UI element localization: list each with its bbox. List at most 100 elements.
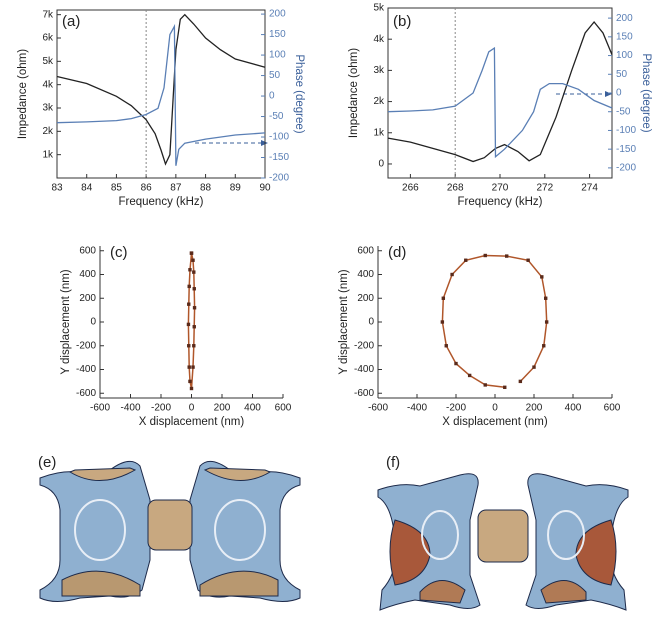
- y2-tick-label: 200: [269, 9, 286, 20]
- y-tick-label: 600: [79, 245, 96, 256]
- x-axis-label: Frequency (kHz): [119, 196, 204, 208]
- panel-label: (f): [386, 454, 400, 471]
- series-line: [57, 26, 265, 165]
- arrow-head: [605, 91, 612, 97]
- marker: [505, 254, 508, 257]
- panel-label: (d): [388, 244, 406, 261]
- y2-axis-label: Phase (degree): [293, 54, 305, 133]
- marker: [484, 383, 487, 386]
- x-tick-label: 268: [447, 183, 464, 194]
- marker: [192, 344, 195, 347]
- y-tick-label: -600: [354, 388, 374, 399]
- marker: [542, 344, 545, 347]
- panel-label: (c): [110, 244, 128, 261]
- marker: [187, 344, 190, 347]
- x-tick-label: 89: [230, 183, 242, 194]
- panel-label: (b): [393, 13, 411, 30]
- y2-tick-label: -100: [616, 125, 636, 136]
- x-axis-label: Frequency (kHz): [458, 196, 543, 208]
- marker: [445, 344, 448, 347]
- x-tick-label: -400: [407, 403, 427, 414]
- x-tick-label: 90: [259, 183, 271, 194]
- x-tick-label: 400: [244, 403, 261, 414]
- marker: [190, 251, 193, 254]
- y-tick-label: 400: [79, 269, 96, 280]
- y-tick-label: -400: [354, 364, 374, 375]
- y-axis-label: Y displacement (nm): [338, 269, 350, 374]
- y-tick-label: 7k: [42, 9, 54, 20]
- marker: [484, 254, 487, 257]
- y2-tick-label: 0: [269, 91, 275, 102]
- x-tick-label: 88: [200, 183, 212, 194]
- y-tick-label: 400: [357, 269, 374, 280]
- x-axis-label: X displacement (nm): [139, 416, 245, 428]
- y-tick-label: 2k: [373, 96, 385, 107]
- y2-tick-label: 100: [269, 50, 286, 61]
- marker: [193, 325, 196, 328]
- marker: [526, 259, 529, 262]
- figure: (e) (f) 83848586878889901k2k3k4k5k6k7k-2…: [0, 0, 653, 617]
- marker: [193, 306, 196, 309]
- y-axis-label: Impedance (ohm): [348, 48, 360, 138]
- y-tick-label: 600: [357, 245, 374, 256]
- marker: [188, 365, 191, 368]
- marker: [187, 302, 190, 305]
- y-tick-label: 1k: [373, 127, 385, 138]
- x-tick-label: 600: [275, 403, 292, 414]
- x-axis-label: X displacement (nm): [442, 416, 548, 428]
- arrow: [195, 94, 606, 143]
- marker: [454, 362, 457, 365]
- y-tick-label: 0: [368, 317, 374, 328]
- series-line: [388, 48, 612, 157]
- marker: [442, 297, 445, 300]
- x-tick-label: 266: [402, 183, 419, 194]
- y-tick-label: 0: [90, 317, 96, 328]
- y-tick-label: 1k: [42, 149, 54, 160]
- y2-tick-label: -200: [616, 163, 636, 174]
- y2-tick-label: 50: [269, 70, 281, 81]
- y-tick-label: 3k: [42, 103, 54, 114]
- marker: [450, 273, 453, 276]
- x-tick-label: 272: [536, 183, 553, 194]
- x-tick-label: 85: [111, 183, 123, 194]
- fem-model-f: [378, 474, 628, 610]
- x-tick-label: -400: [120, 403, 140, 414]
- y2-tick-label: 150: [269, 29, 286, 40]
- x-tick-label: 0: [492, 403, 498, 414]
- x-tick-label: -200: [446, 403, 466, 414]
- marker: [188, 268, 191, 271]
- y-tick-label: 4k: [42, 79, 54, 90]
- x-tick-label: -600: [90, 403, 110, 414]
- x-tick-label: 200: [214, 403, 231, 414]
- x-tick-label: 84: [81, 183, 93, 194]
- marker: [191, 259, 194, 262]
- y2-tick-label: -100: [269, 132, 289, 143]
- marker: [441, 320, 444, 323]
- y-tick-label: 3k: [373, 65, 385, 76]
- x-tick-label: 274: [581, 183, 598, 194]
- y-tick-label: 200: [79, 293, 96, 304]
- series-line: [388, 22, 612, 162]
- marker: [532, 365, 535, 368]
- y-tick-label: 2k: [42, 126, 54, 137]
- y2-tick-label: -50: [616, 106, 631, 117]
- marker: [545, 320, 548, 323]
- marker: [540, 275, 543, 278]
- marker: [191, 365, 194, 368]
- x-tick-label: -600: [368, 403, 388, 414]
- y-tick-label: -600: [76, 388, 96, 399]
- marker: [188, 380, 191, 383]
- marker: [544, 297, 547, 300]
- panel-label: (a): [62, 13, 80, 30]
- y-tick-label: 0: [378, 159, 384, 170]
- fem-model-e: [40, 461, 300, 601]
- y-tick-label: 6k: [42, 33, 54, 44]
- marker: [503, 386, 506, 389]
- y-tick-label: -200: [354, 340, 374, 351]
- marker: [519, 380, 522, 383]
- y2-tick-label: -150: [616, 144, 636, 155]
- y-tick-label: 5k: [373, 3, 385, 14]
- marker: [190, 387, 193, 390]
- marker: [468, 374, 471, 377]
- plot-frame: [57, 10, 265, 178]
